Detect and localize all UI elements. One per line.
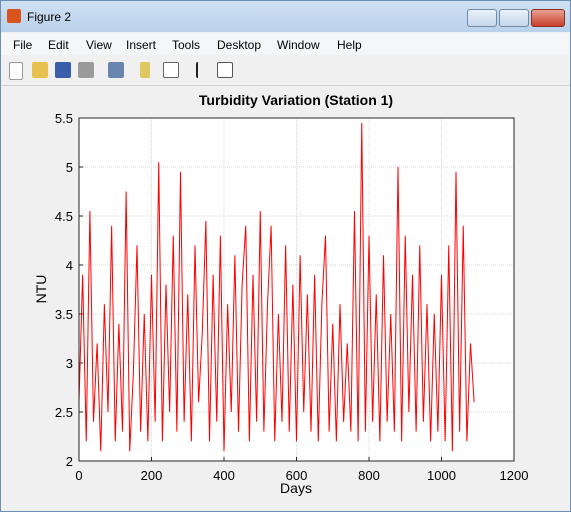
y-tick-label: 3.5 xyxy=(55,307,73,322)
pointer-icon[interactable] xyxy=(196,62,208,78)
x-tick-label: 600 xyxy=(286,468,308,483)
link-icon[interactable] xyxy=(108,62,124,78)
chart-title: Turbidity Variation (Station 1) xyxy=(199,92,393,108)
y-tick-label: 2 xyxy=(66,454,73,469)
y-tick-label: 5 xyxy=(66,160,73,175)
menu-item[interactable]: Tools xyxy=(172,38,201,52)
x-tick-label: 1000 xyxy=(427,468,456,483)
print-icon[interactable] xyxy=(78,62,94,78)
chart: Turbidity Variation (Station 1) Days NTU… xyxy=(33,92,529,496)
y-tick-label: 5.5 xyxy=(55,111,73,126)
x-tick-label: 0 xyxy=(75,468,82,483)
x-axis-label: Days xyxy=(280,480,312,496)
axes-box xyxy=(78,117,515,462)
y-tick-label: 4 xyxy=(66,258,73,273)
data-line xyxy=(78,122,475,452)
x-tick-label: 1200 xyxy=(500,468,529,483)
colorbar-icon[interactable] xyxy=(140,62,150,78)
property-icon[interactable] xyxy=(217,62,233,78)
toolbar xyxy=(1,57,570,86)
open-icon[interactable] xyxy=(32,62,48,78)
y-axis-label: NTU xyxy=(33,275,49,304)
close-button[interactable] xyxy=(531,9,565,27)
window-title: Figure 2 xyxy=(27,10,72,24)
menu-item[interactable]: Desktop xyxy=(217,38,262,52)
x-tick-label: 200 xyxy=(141,468,163,483)
title-bar: Figure 2 xyxy=(1,1,570,32)
y-tick-label: 3 xyxy=(66,356,73,371)
legend-icon[interactable] xyxy=(163,62,179,78)
menu-item[interactable]: Window xyxy=(277,38,320,52)
minimize-button[interactable] xyxy=(467,9,497,27)
menu-bar: File Edit View Insert Tools Desktop Window Help xyxy=(1,33,570,55)
menu-item[interactable]: File xyxy=(13,38,33,52)
menu-item[interactable]: Insert xyxy=(126,38,157,52)
new-icon[interactable] xyxy=(9,62,23,80)
y-tick-label: 4.5 xyxy=(55,209,73,224)
app-icon xyxy=(7,9,21,23)
menu-item[interactable]: View xyxy=(86,38,112,52)
plot-area xyxy=(79,118,514,461)
maximize-button[interactable] xyxy=(499,9,529,27)
x-tick-label: 400 xyxy=(213,468,235,483)
y-tick-label: 2.5 xyxy=(55,405,73,420)
menu-item[interactable]: Edit xyxy=(48,38,69,52)
menu-item[interactable]: Help xyxy=(337,38,362,52)
x-tick-label: 800 xyxy=(358,468,380,483)
save-icon[interactable] xyxy=(55,62,71,78)
